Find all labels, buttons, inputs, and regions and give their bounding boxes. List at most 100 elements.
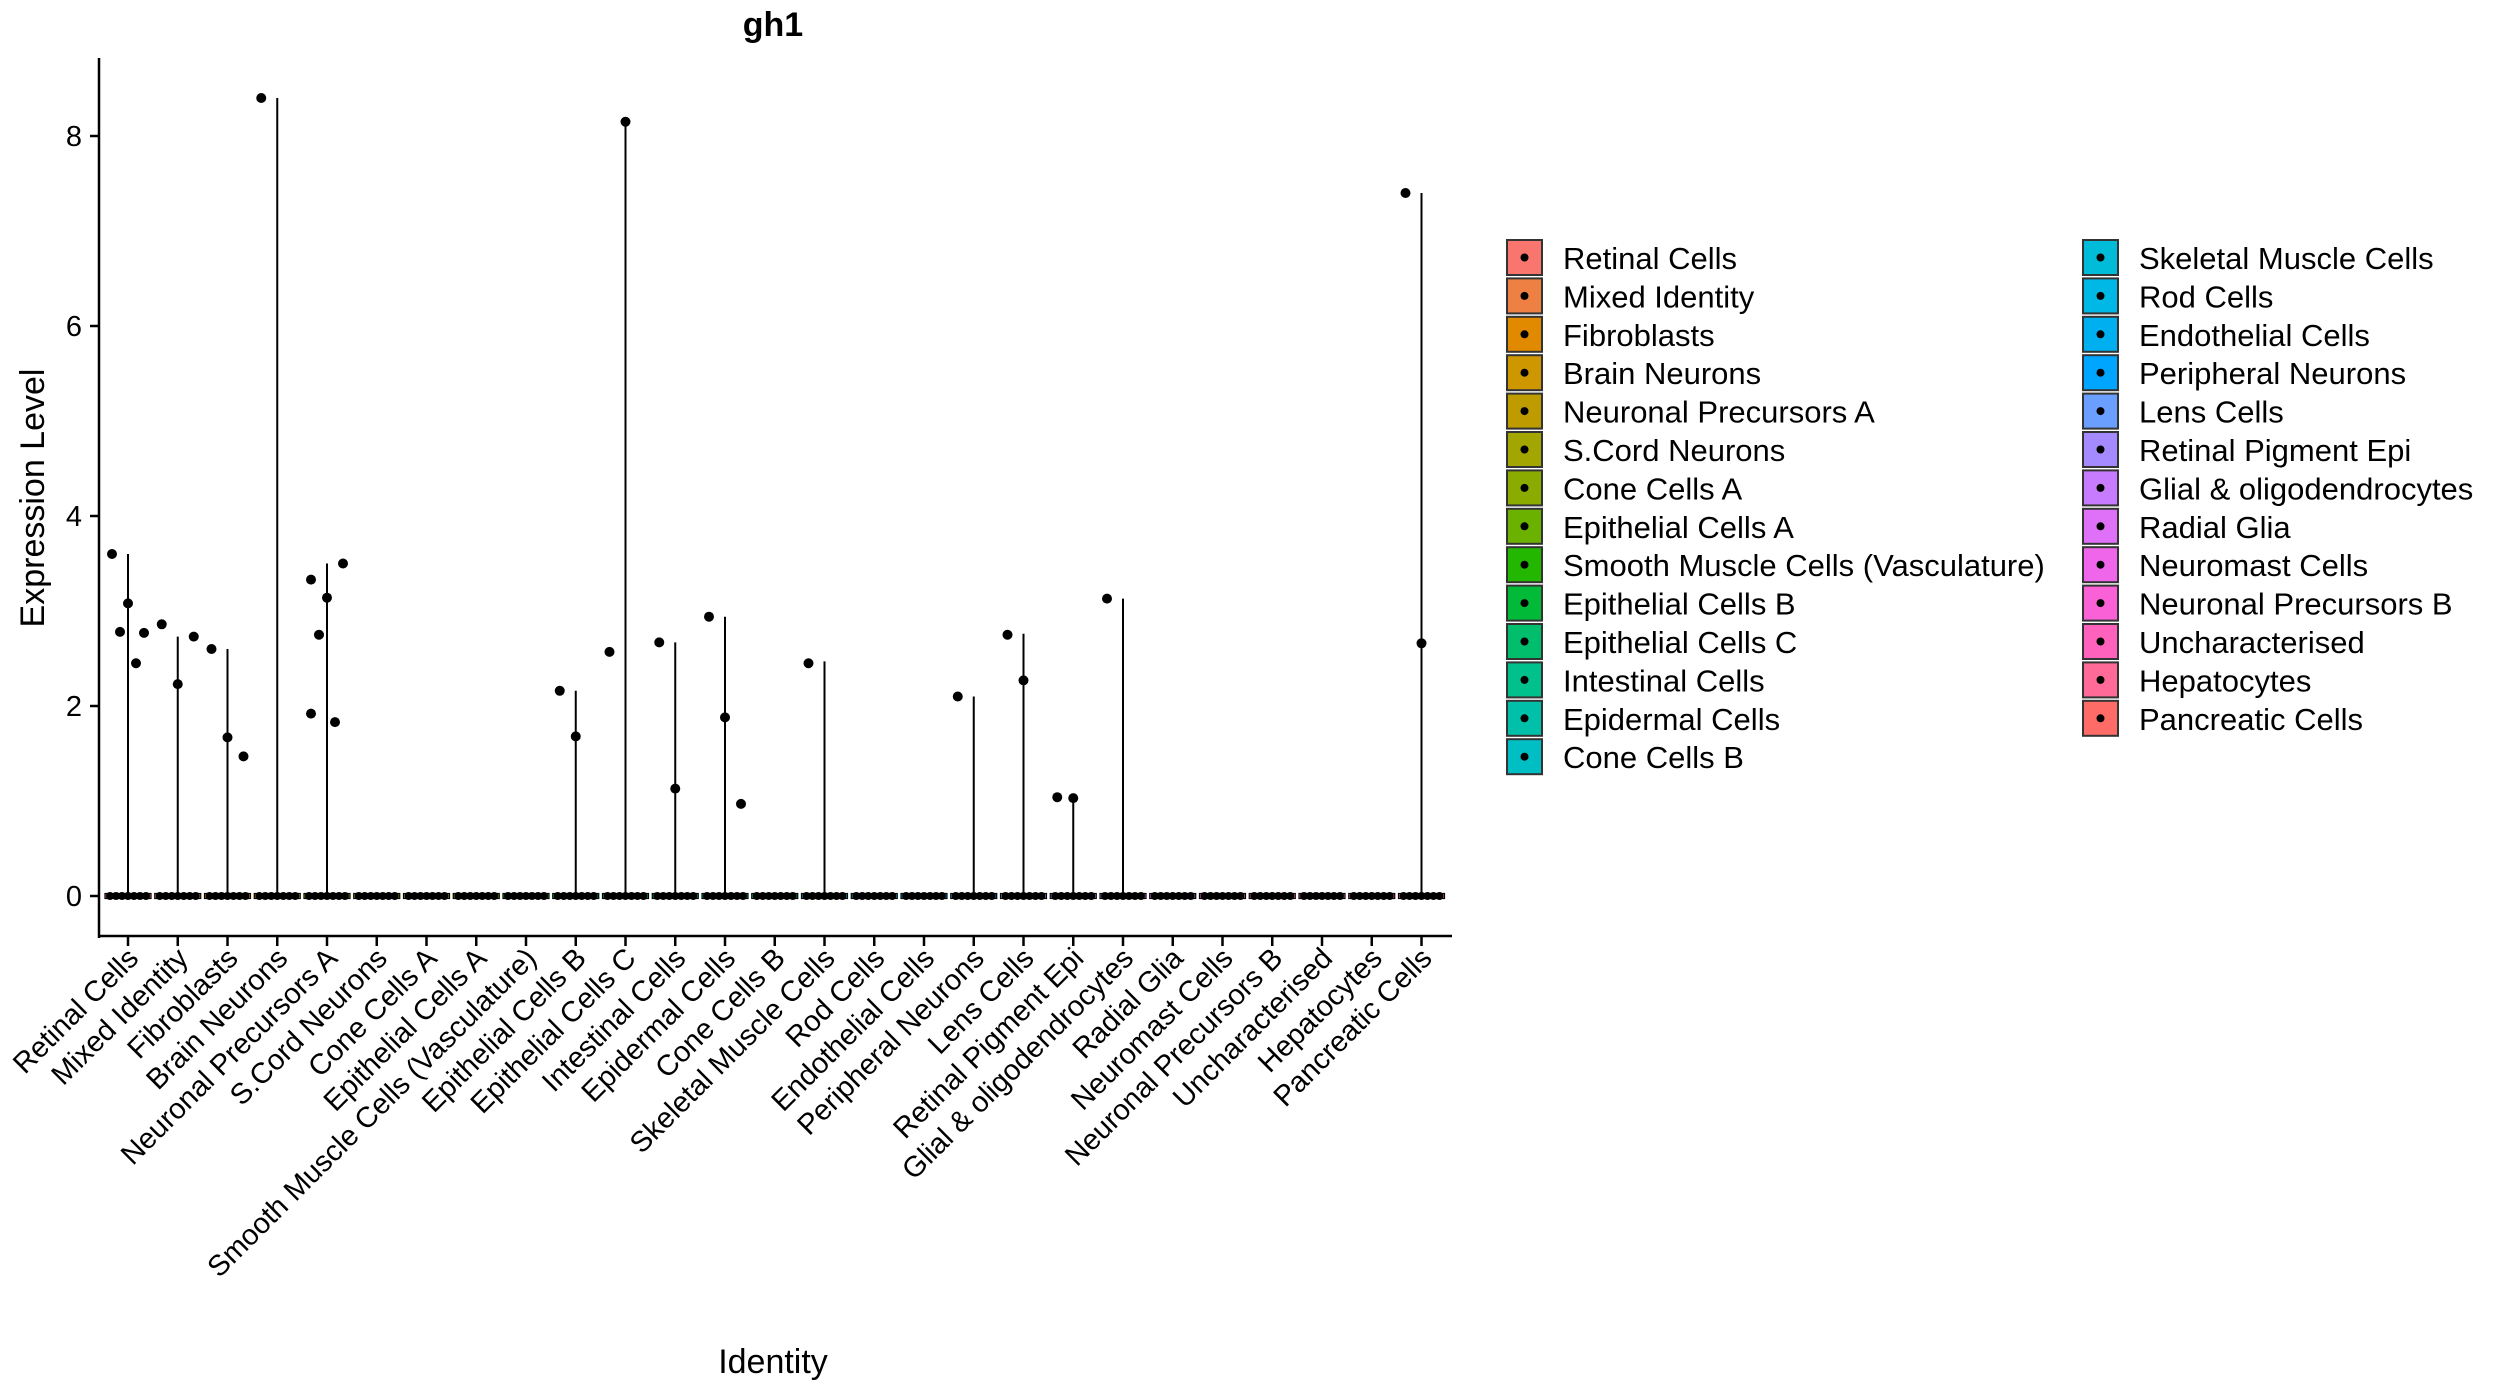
zero-point [1013, 892, 1022, 900]
zero-point [124, 892, 132, 900]
legend-item: Hepatocytes [2082, 661, 2311, 699]
zero-point [1262, 892, 1271, 900]
zero-point [1268, 892, 1277, 900]
zero-point [205, 892, 214, 900]
violin [1049, 797, 1097, 900]
violin [154, 636, 202, 900]
zero-point [311, 892, 319, 900]
data-point [314, 629, 324, 640]
data-point [1102, 593, 1112, 604]
legend-label: Retinal Cells [1563, 241, 1737, 276]
zero-point [788, 892, 797, 900]
legend-swatch-dot [2096, 522, 2105, 531]
zero-point [323, 892, 331, 900]
violin [203, 649, 252, 900]
zero-point [703, 892, 711, 900]
violins-layer [104, 98, 1446, 900]
zero-point [603, 892, 612, 900]
zero-point [112, 892, 120, 900]
zero-point [1156, 892, 1165, 900]
legend-label: Neuronal Precursors A [1563, 395, 1875, 430]
legend-swatch-dot [2096, 675, 2105, 684]
zero-point [118, 892, 126, 900]
zero-point [130, 892, 138, 900]
zero-point [341, 892, 349, 900]
legend-label: Endothelial Cells [2139, 318, 2370, 353]
zero-point [1119, 892, 1127, 900]
y-tick-label: 6 [66, 311, 82, 343]
legend-item: Smooth Muscle Cells (Vasculature) [1506, 546, 2045, 584]
legend-label: Skeletal Muscle Cells [2139, 241, 2434, 276]
zero-point [1324, 892, 1332, 900]
zero-point [963, 892, 972, 900]
data-point [670, 783, 681, 794]
zero-point [653, 892, 662, 900]
zero-point [1107, 892, 1115, 900]
legend-label: Smooth Muscle Cells (Vasculature) [1563, 548, 2045, 583]
zero-point [577, 892, 586, 900]
legend-swatch-dot [2096, 637, 2105, 646]
legend-label: Peripheral Neurons [2139, 356, 2406, 391]
data-point [338, 558, 348, 569]
zero-point [926, 892, 934, 900]
zero-point [1069, 892, 1078, 900]
zero-point [1200, 892, 1209, 900]
legend-swatch [2082, 277, 2119, 315]
y-ticks: 0 2 4 6 8 [66, 121, 99, 913]
violin [1397, 193, 1446, 900]
zero-point [434, 892, 443, 900]
zero-point [1131, 892, 1139, 900]
legend-item: Fibroblasts [1506, 315, 1715, 353]
zero-point [957, 892, 966, 900]
zero-point [621, 892, 630, 900]
legend-item: Pancreatic Cells [2082, 699, 2363, 737]
zero-point [410, 892, 419, 900]
zero-point [1101, 892, 1109, 900]
legend-item: Peripheral Neurons [2082, 354, 2406, 392]
legend-label: Epidermal Cells [1563, 702, 1780, 737]
zero-point [1186, 892, 1195, 900]
zero-point [360, 892, 369, 900]
legend-swatch-dot [2096, 599, 2105, 608]
data-point [172, 679, 183, 690]
zero-point [1429, 892, 1438, 900]
legend-item: Epithelial Cells A [1506, 507, 1794, 545]
zero-point [366, 892, 375, 900]
zero-point [191, 892, 200, 900]
legend-label: Rod Cells [2139, 279, 2273, 314]
zero-point [384, 892, 393, 900]
data-point [330, 717, 340, 728]
data-point [1400, 188, 1411, 198]
zero-point [1025, 892, 1034, 900]
legend-label: Brain Neurons [1563, 356, 1761, 391]
zero-point [1224, 892, 1233, 900]
zero-point [1001, 892, 1010, 900]
legend-item: Brain Neurons [1506, 354, 1761, 392]
zero-point [1037, 892, 1046, 900]
data-point [238, 751, 249, 762]
zero-point [354, 892, 363, 900]
violin [1099, 598, 1147, 900]
data-point [736, 798, 746, 809]
legend-swatch-dot [2096, 368, 2105, 377]
zero-point [522, 892, 530, 900]
zero-point [1063, 892, 1072, 900]
violin [701, 616, 749, 900]
zero-point [1349, 892, 1358, 900]
data-point [803, 658, 814, 669]
zero-point [820, 892, 829, 900]
y-tick-label: 0 [66, 881, 82, 913]
zero-point [1280, 892, 1289, 900]
zero-point [1361, 892, 1370, 900]
data-point [222, 732, 233, 743]
legend-swatch-dot [1520, 714, 1529, 723]
zero-point [739, 892, 747, 900]
zero-point [1373, 892, 1382, 900]
legend-swatch-dot [1520, 291, 1529, 300]
zero-point [378, 892, 387, 900]
legend-item: Uncharacterised [2082, 623, 2365, 660]
zero-point [1355, 892, 1364, 900]
zero-point [1286, 892, 1295, 900]
legend-label: Cone Cells B [1563, 740, 1744, 775]
